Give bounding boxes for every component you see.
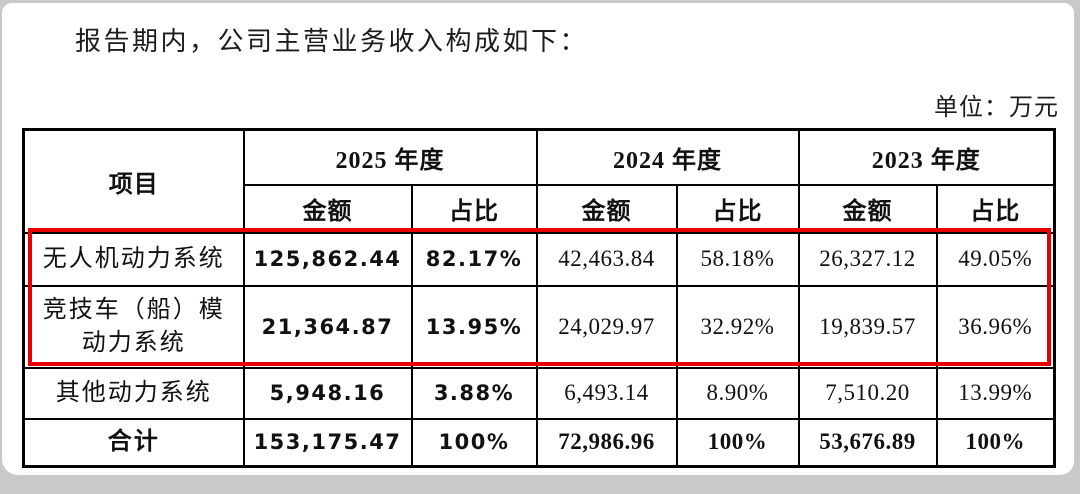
amount-2024-cell: 24,029.97 (535, 284, 678, 369)
share-2024-total-cell: 100% (675, 417, 800, 468)
column-header-2023-amount: 金额 (797, 183, 938, 234)
column-header-2025: 2025 年度 (242, 128, 538, 186)
share-2024-cell: 58.18% (675, 231, 800, 287)
table-row-uav-power: 无人机动力系统 125,862.44 82.17% 42,463.84 58.1… (22, 231, 1056, 287)
share-2024-cell: 32.92% (675, 284, 800, 369)
amount-2025-cell: 21,364.87 (242, 284, 413, 369)
share-2023-cell: 13.99% (935, 366, 1056, 420)
amount-2024-cell: 42,463.84 (535, 231, 678, 287)
amount-2023-total-cell: 53,676.89 (797, 417, 938, 468)
share-2023-cell: 49.05% (935, 231, 1056, 287)
amount-2025-cell: 125,862.44 (242, 231, 413, 287)
column-header-2025-share: 占比 (410, 183, 538, 234)
share-2025-cell: 13.95% (410, 284, 538, 369)
revenue-composition-table: 项目 2025 年度 2024 年度 2023 年度 金额 占比 金额 占比 金… (22, 128, 1056, 468)
amount-2025-cell: 5,948.16 (242, 366, 413, 420)
amount-2025-total-cell: 153,175.47 (242, 417, 413, 468)
share-2023-total-cell: 100% (935, 417, 1056, 468)
amount-2023-cell: 26,327.12 (797, 231, 938, 287)
share-2025-total-cell: 100% (410, 417, 538, 468)
column-header-2023: 2023 年度 (797, 128, 1056, 186)
column-header-2023-share: 占比 (935, 183, 1056, 234)
header-row-years: 项目 2025 年度 2024 年度 2023 年度 (22, 128, 1056, 234)
column-header-2024-share: 占比 (675, 183, 800, 234)
amount-2024-cell: 6,493.14 (535, 366, 678, 420)
table-row-total: 合计 153,175.47 100% 72,986.96 100% 53,676… (22, 417, 1056, 468)
share-2023-cell: 36.96% (935, 284, 1056, 369)
table-row-other-power: 其他动力系统 5,948.16 3.88% 6,493.14 8.90% 7,5… (22, 366, 1056, 420)
intro-text: 报告期内，公司主营业务收入构成如下： (75, 27, 589, 56)
item-cell-total: 合计 (22, 417, 245, 468)
item-cell: 其他动力系统 (22, 366, 245, 420)
column-header-2024: 2024 年度 (535, 128, 800, 186)
share-2024-cell: 8.90% (675, 366, 800, 420)
amount-2023-cell: 19,839.57 (797, 284, 938, 369)
column-header-item: 项目 (22, 128, 245, 234)
share-2025-cell: 3.88% (410, 366, 538, 420)
item-cell: 竞技车（船）模 动力系统 (22, 284, 245, 369)
item-cell: 无人机动力系统 (22, 231, 245, 287)
amount-2024-total-cell: 72,986.96 (535, 417, 678, 468)
share-2025-cell: 82.17% (410, 231, 538, 287)
document-page: 报告期内，公司主营业务收入构成如下： 单位：万元 项目 2025 年度 2024… (2, 3, 1074, 475)
table-row-racing-model-power: 竞技车（船）模 动力系统 21,364.87 13.95% 24,029.97 … (22, 284, 1056, 369)
unit-label: 单位：万元 (934, 95, 1059, 121)
amount-2023-cell: 7,510.20 (797, 366, 938, 420)
column-header-2025-amount: 金额 (242, 183, 413, 234)
column-header-2024-amount: 金额 (535, 183, 678, 234)
